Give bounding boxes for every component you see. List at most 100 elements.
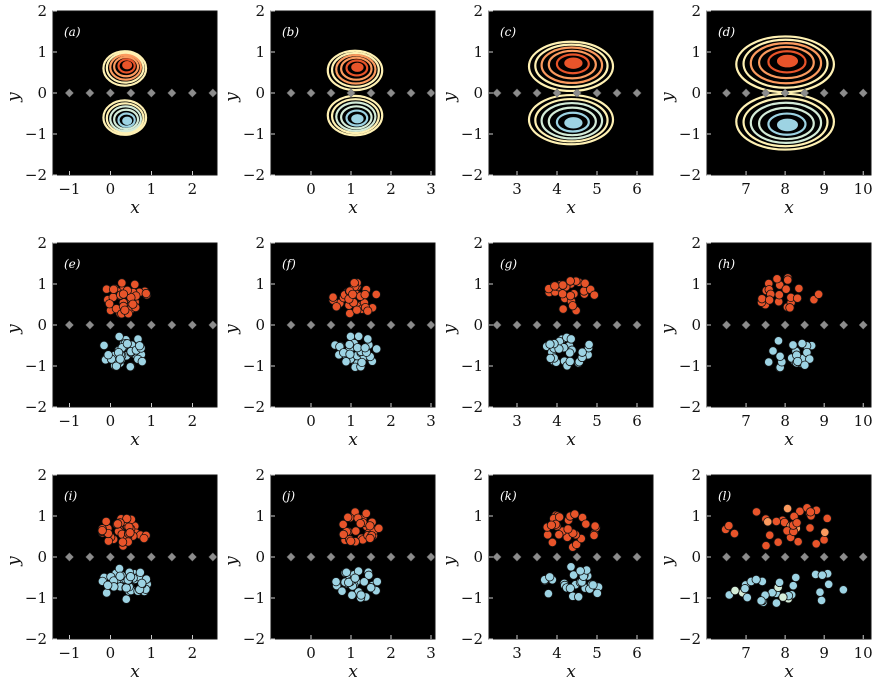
y-tick-label: −1 (461, 357, 483, 375)
x-tick-label: 2 (386, 412, 396, 430)
marker-diamond (286, 320, 296, 330)
point-lower (545, 353, 555, 363)
point-upper (122, 513, 132, 524)
point-upper (557, 289, 568, 299)
x-axis-label: x (130, 198, 140, 218)
point-lower (356, 590, 366, 600)
point-upper (125, 528, 135, 538)
point-upper (338, 529, 348, 539)
contour-upper-level-5 (117, 58, 136, 74)
point-lower (824, 579, 834, 589)
y-tick-label: 1 (37, 507, 47, 525)
y-axis-label: y (440, 92, 460, 103)
marker-diamond (721, 88, 732, 98)
x-tick-label: 3 (512, 412, 522, 430)
y-tick-label: 0 (473, 84, 483, 102)
marker-diamond (552, 88, 562, 98)
y-axis-label: y (222, 92, 242, 103)
point-lower (125, 362, 135, 372)
point-upper (590, 521, 600, 531)
x-axis-label: x (566, 198, 576, 218)
contour-lower-level-4 (113, 108, 140, 131)
contour-lower-level-4 (757, 106, 815, 141)
panel-a-plot-area (64, 50, 217, 136)
x-tick-label: 0 (306, 644, 316, 662)
contour-upper-level-3 (749, 42, 823, 85)
contour-lower-level-1 (102, 99, 148, 136)
x-tick-label: 5 (592, 180, 602, 198)
y-tick-label: −2 (461, 166, 483, 184)
point-lower (360, 343, 370, 353)
point-upper (805, 507, 816, 517)
point-upper (792, 293, 803, 303)
point-upper (130, 279, 140, 289)
point-upper (581, 519, 591, 529)
point-lower (838, 585, 848, 595)
point-upper (773, 537, 783, 547)
contour-upper-level-3 (109, 53, 143, 81)
contour-lower-level-6 (122, 116, 133, 125)
panel-i-plot-area (64, 513, 217, 604)
marker-diamond (426, 88, 435, 98)
point-lower (566, 562, 576, 572)
contour-lower-level-3 (109, 105, 143, 133)
point-upper (374, 523, 384, 533)
marker-diamond (780, 320, 790, 330)
y-tick-label: 0 (255, 316, 265, 334)
marker-diamond (592, 552, 602, 562)
contour-upper-level-2 (105, 51, 145, 84)
point-upper (729, 528, 740, 539)
contour-upper-level-4 (757, 45, 815, 80)
point-lower (545, 339, 555, 349)
marker-diamond (512, 88, 522, 98)
y-tick-label: 0 (691, 316, 701, 334)
point-lower (800, 360, 810, 370)
marker-diamond (492, 88, 502, 98)
point-upper (785, 303, 795, 313)
x-tick-label: −1 (58, 644, 80, 662)
contour-upper-level-4 (547, 49, 597, 80)
y-tick-label: 0 (37, 316, 47, 334)
panel-c: 3 4 5 6 −2 −1 0 1 2 x y (c) (440, 2, 654, 218)
marker-diamond (167, 320, 177, 330)
y-tick-label: 1 (473, 275, 483, 293)
y-tick-label: 1 (473, 43, 483, 61)
point-lower (341, 567, 352, 577)
point-upper (757, 294, 767, 304)
marker-diamond (839, 88, 849, 98)
y-tick-label: 1 (255, 507, 265, 525)
point-upper (331, 302, 342, 312)
contour-upper-level-5 (555, 53, 590, 75)
point-upper (543, 530, 553, 540)
panel-j: 0 1 2 3 −2 −1 0 1 2 x y (j) (222, 466, 436, 682)
y-tick-label: 2 (691, 234, 701, 252)
y-tick-label: −2 (461, 398, 483, 416)
marker-diamond (819, 88, 829, 98)
y-tick-label: 2 (255, 234, 265, 252)
x-tick-label: 8 (780, 180, 790, 198)
point-upper (554, 530, 564, 540)
point-upper (360, 289, 370, 300)
marker-diamond (780, 88, 790, 98)
contour-upper-level-1 (527, 40, 615, 93)
panel-tag: (e) (64, 257, 81, 271)
point-upper (794, 283, 804, 294)
point-lower (788, 340, 798, 350)
point-lower (568, 570, 579, 580)
point-lower (815, 587, 825, 597)
x-tick-label: 1 (346, 180, 356, 198)
point-upper (558, 304, 568, 314)
point-lower (102, 588, 112, 598)
marker-diamond (146, 320, 156, 330)
y-tick-label: 0 (255, 548, 265, 566)
marker-diamond (64, 552, 74, 562)
contour-upper-level-6 (122, 61, 133, 70)
y-tick-label: −1 (25, 357, 47, 375)
y-tick-label: 2 (37, 234, 47, 252)
x-tick-label: 0 (106, 180, 116, 198)
point-upper (118, 289, 129, 299)
y-tick-label: 1 (255, 275, 265, 293)
contour-lower-level-5 (117, 112, 136, 128)
point-lower (121, 583, 131, 593)
point-upper (568, 301, 578, 311)
